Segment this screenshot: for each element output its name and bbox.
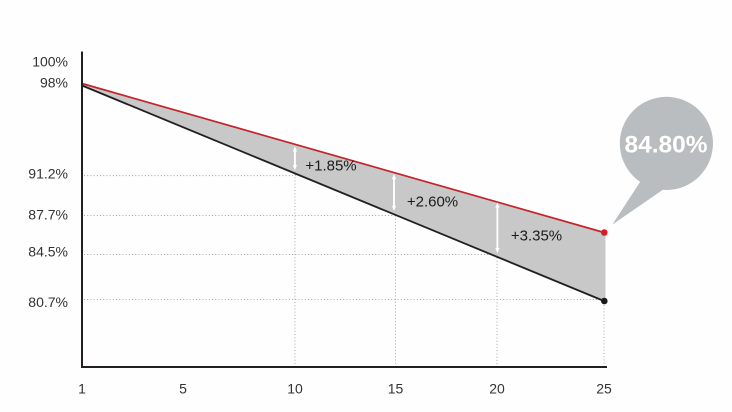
svg-text:84.80%: 84.80% bbox=[625, 132, 708, 159]
svg-text:80.7%: 80.7% bbox=[28, 294, 68, 310]
svg-text:91.2%: 91.2% bbox=[28, 166, 68, 182]
svg-text:87.7%: 87.7% bbox=[28, 206, 68, 222]
svg-text:15: 15 bbox=[388, 381, 404, 397]
svg-text:100%: 100% bbox=[32, 53, 68, 69]
svg-text:1: 1 bbox=[78, 381, 86, 397]
svg-text:5: 5 bbox=[179, 381, 187, 397]
svg-text:84.5%: 84.5% bbox=[28, 243, 68, 259]
svg-text:+3.35%: +3.35% bbox=[511, 228, 562, 245]
svg-text:+1.85%: +1.85% bbox=[305, 158, 356, 175]
svg-text:+2.60%: +2.60% bbox=[407, 194, 458, 211]
svg-text:25: 25 bbox=[596, 381, 612, 397]
svg-text:20: 20 bbox=[489, 381, 505, 397]
svg-text:98%: 98% bbox=[40, 74, 68, 90]
svg-text:10: 10 bbox=[287, 381, 303, 397]
